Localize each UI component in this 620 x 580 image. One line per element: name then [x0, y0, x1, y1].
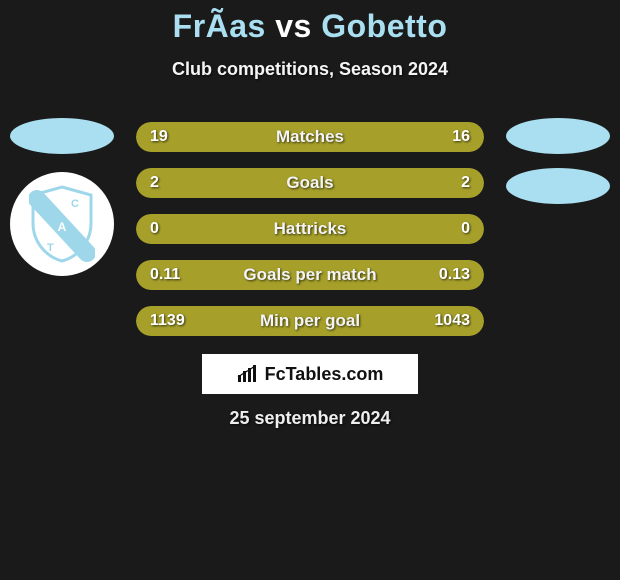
- stat-row: 11391043Min per goal: [136, 306, 484, 336]
- player1-name: FrÃ­as: [173, 8, 266, 44]
- player2-name: Gobetto: [321, 8, 447, 44]
- stat-label: Goals per match: [136, 260, 484, 290]
- right-player-column: [504, 118, 612, 216]
- footer-date: 25 september 2024: [0, 408, 620, 429]
- stats-bars: 1916Matches 22Goals 00Hattricks 0.110.13Goa…: [136, 122, 484, 352]
- brand-text: FcTables.com: [265, 364, 384, 385]
- stat-row: 0.110.13Goals per match: [136, 260, 484, 290]
- stat-label: Matches: [136, 122, 484, 152]
- brand-box[interactable]: FcTables.com: [202, 354, 418, 394]
- stat-row: 00Hattricks: [136, 214, 484, 244]
- stat-label: Min per goal: [136, 306, 484, 336]
- page-title: FrÃ­as vs Gobetto: [0, 8, 620, 45]
- player1-disc: [10, 118, 114, 154]
- svg-text:T: T: [47, 242, 54, 254]
- stat-label: Goals: [136, 168, 484, 198]
- svg-text:A: A: [58, 220, 67, 234]
- player2-disc-2: [506, 168, 610, 204]
- vs-label: vs: [275, 8, 312, 44]
- bar-chart-icon: [237, 365, 259, 383]
- svg-text:C: C: [71, 198, 79, 210]
- stat-label: Hattricks: [136, 214, 484, 244]
- stat-row: 22Goals: [136, 168, 484, 198]
- club-crest-icon: C A T: [29, 185, 95, 263]
- stat-row: 1916Matches: [136, 122, 484, 152]
- subtitle: Club competitions, Season 2024: [0, 59, 620, 80]
- player1-crest: C A T: [10, 172, 114, 276]
- left-player-column: C A T: [8, 118, 116, 276]
- player2-disc-1: [506, 118, 610, 154]
